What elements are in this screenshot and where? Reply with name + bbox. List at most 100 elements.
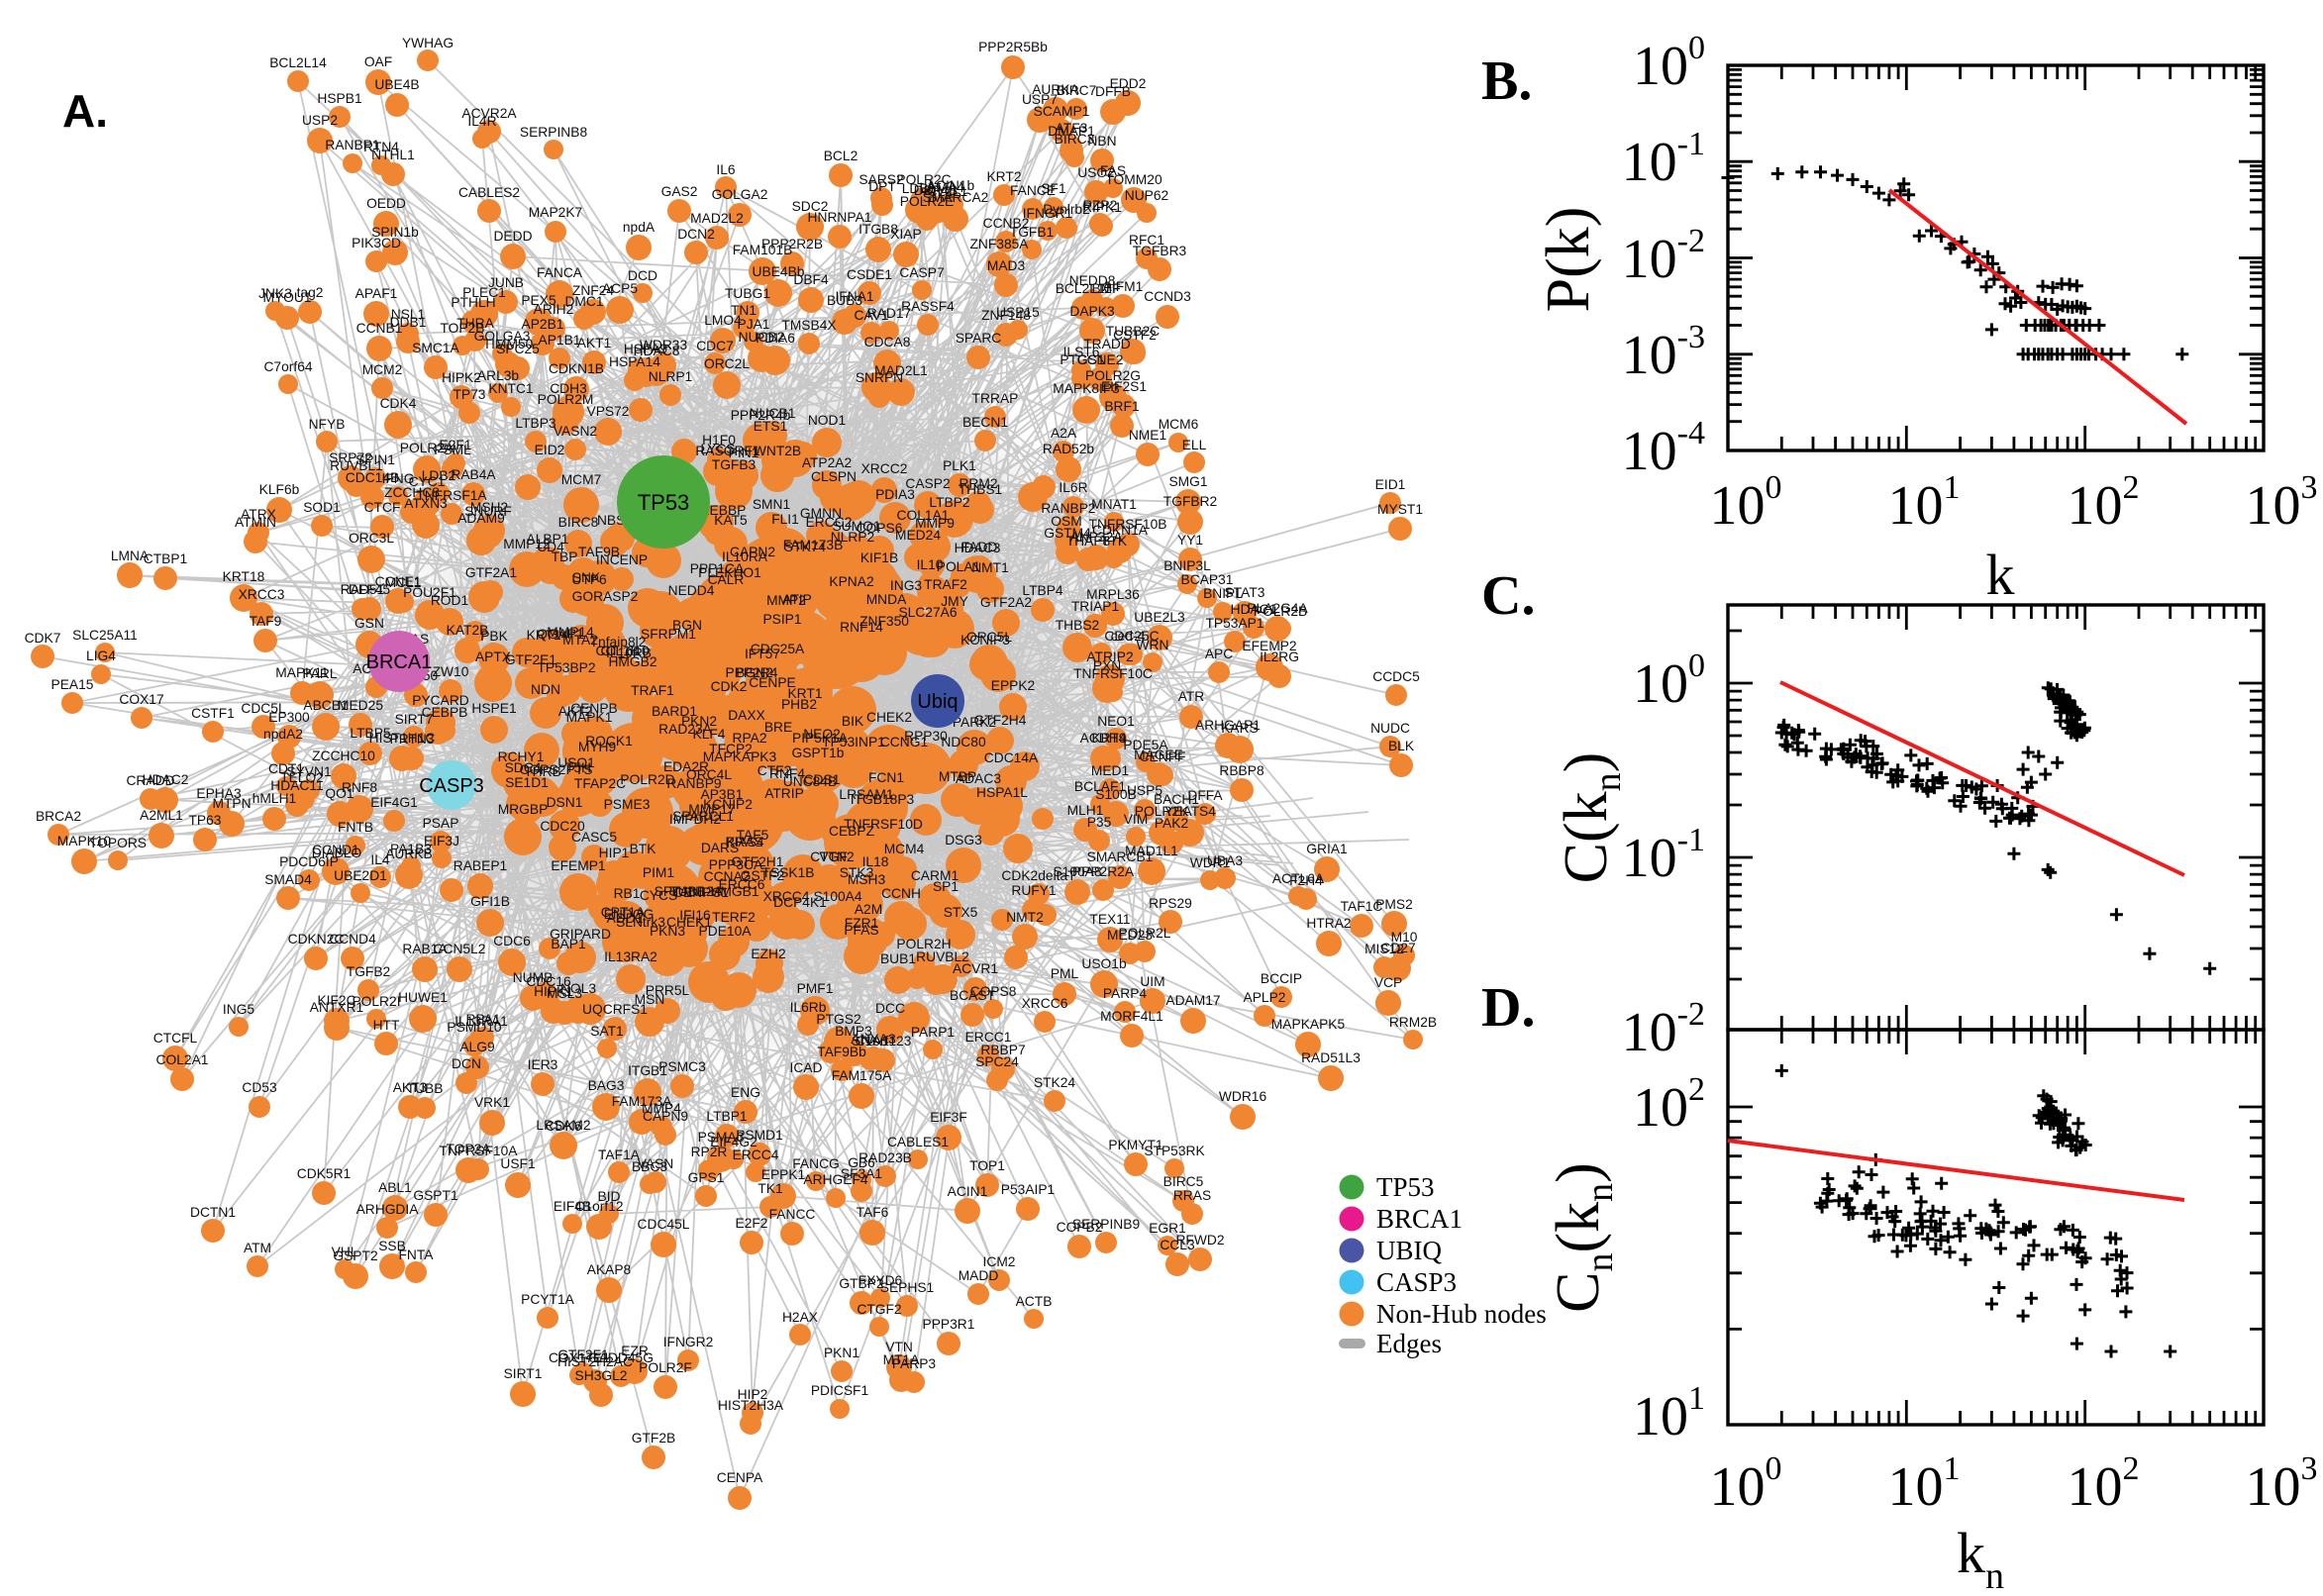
svg-text:PPP1CA: PPP1CA — [690, 561, 745, 576]
svg-text:CTCF: CTCF — [364, 500, 401, 515]
svg-text:SDC2: SDC2 — [792, 199, 829, 214]
svg-text:NTHL1: NTHL1 — [371, 148, 415, 162]
svg-text:ORC5L: ORC5L — [966, 630, 1012, 645]
svg-text:C7orf64: C7orf64 — [263, 359, 312, 374]
svg-text:TEX11: TEX11 — [1089, 912, 1130, 927]
svg-text:RCHY1: RCHY1 — [498, 749, 545, 764]
svg-text:RAD23A: RAD23A — [658, 722, 712, 737]
svg-text:CD53: CD53 — [242, 1080, 277, 1095]
svg-text:ALBP1: ALBP1 — [527, 532, 569, 547]
svg-text:AKAP8: AKAP8 — [587, 1262, 632, 1277]
svg-text:TGFBR3: TGFBR3 — [1133, 244, 1187, 258]
svg-text:10-3: 10-3 — [1622, 319, 1705, 386]
svg-text:ILST6: ILST6 — [1063, 345, 1100, 359]
svg-text:JUNB: JUNB — [488, 275, 524, 290]
svg-text:COPS2: COPS2 — [520, 762, 566, 777]
svg-text:ced-4: ced-4 — [1111, 629, 1146, 644]
svg-text:LTBP5: LTBP5 — [350, 726, 390, 741]
svg-text:PPP3CA: PPP3CA — [709, 857, 763, 872]
svg-text:THAP8: THAP8 — [1066, 534, 1111, 549]
svg-text:VTN: VTN — [885, 1340, 913, 1354]
svg-text:IL13RA2: IL13RA2 — [604, 949, 657, 964]
svg-text:A.: A. — [62, 85, 108, 137]
svg-text:PKN3: PKN3 — [650, 924, 685, 939]
svg-text:FAM175A: FAM175A — [832, 1068, 892, 1083]
svg-text:GTF2F1: GTF2F1 — [557, 1347, 608, 1362]
svg-text:BACH1: BACH1 — [1154, 792, 1199, 807]
svg-text:AURKB: AURKB — [385, 847, 433, 861]
svg-text:UBE2D1: UBE2D1 — [334, 868, 387, 883]
svg-text:SLC27A6: SLC27A6 — [898, 605, 957, 620]
svg-text:MMP14: MMP14 — [547, 625, 594, 640]
svg-text:ROD1: ROD1 — [431, 593, 468, 608]
svg-text:HDAC11: HDAC11 — [270, 778, 323, 793]
svg-text:ACP5: ACP5 — [602, 281, 638, 296]
svg-text:YEATS4: YEATS4 — [1164, 804, 1216, 819]
svg-text:DCC: DCC — [875, 1001, 905, 1016]
svg-text:EPHA3: EPHA3 — [196, 786, 242, 801]
svg-text:ENG: ENG — [731, 1085, 760, 1100]
svg-text:CCL18: CCL18 — [596, 644, 639, 658]
svg-text:PDCD6IP: PDCD6IP — [279, 854, 339, 869]
svg-text:KIF2C: KIF2C — [317, 993, 355, 1008]
svg-text:HDAC8: HDAC8 — [634, 344, 680, 358]
svg-text:GSTM4: GSTM4 — [1044, 526, 1091, 541]
svg-text:CSDE1: CSDE1 — [847, 267, 892, 282]
svg-text:BID: BID — [598, 1189, 621, 1204]
svg-text:ABCB1: ABCB1 — [303, 698, 348, 713]
svg-text:POLR2F: POLR2F — [639, 1360, 692, 1375]
svg-text:TFCP2: TFCP2 — [709, 742, 753, 756]
svg-text:BMF: BMF — [1091, 281, 1120, 296]
svg-text:TP53INP1: TP53INP1 — [822, 735, 885, 749]
svg-text:TBP: TBP — [552, 549, 578, 564]
svg-text:GTF2H4: GTF2H4 — [974, 713, 1027, 728]
svg-text:STK24: STK24 — [1034, 1075, 1076, 1090]
svg-text:PKN1: PKN1 — [824, 1346, 859, 1360]
svg-text:PSMD1: PSMD1 — [736, 1128, 783, 1143]
svg-text:HIP1: HIP1 — [599, 846, 630, 860]
svg-text:CCND4: CCND4 — [329, 932, 376, 947]
svg-text:CYCS: CYCS — [640, 888, 677, 903]
svg-text:GSTF2: GSTF2 — [741, 868, 784, 883]
svg-text:PRR5L: PRR5L — [646, 983, 690, 998]
svg-text:TFAP2C: TFAP2C — [574, 776, 626, 791]
svg-text:TUBB: TUBB — [407, 1081, 444, 1096]
svg-text:SUMO1: SUMO1 — [832, 519, 880, 534]
svg-text:IL13RA1: IL13RA1 — [454, 1014, 508, 1029]
svg-text:IMPDH2: IMPDH2 — [669, 812, 721, 827]
svg-text:CENPB: CENPB — [570, 701, 618, 716]
svg-text:DIABLO: DIABLO — [312, 846, 362, 860]
svg-text:PLEKHO1: PLEKHO1 — [698, 565, 761, 580]
svg-text:ZCCHC10: ZCCHC10 — [312, 748, 375, 763]
svg-text:BCL2: BCL2 — [824, 149, 858, 163]
svg-text:MADD: MADD — [959, 1268, 999, 1283]
svg-text:GSPT2: GSPT2 — [333, 1248, 377, 1263]
svg-text:ATP2A2: ATP2A2 — [802, 455, 852, 470]
svg-text:RNF8: RNF8 — [342, 780, 377, 795]
svg-text:TNFRSF10A: TNFRSF10A — [440, 1144, 519, 1158]
svg-text:KAT2B: KAT2B — [447, 623, 489, 638]
svg-text:RP2R: RP2R — [691, 1145, 728, 1159]
svg-text:BECN1: BECN1 — [962, 415, 1008, 430]
svg-text:HIST2H3A: HIST2H3A — [718, 1398, 784, 1413]
svg-text:npdA: npdA — [623, 220, 656, 235]
svg-text:LYCS: LYCS — [700, 442, 735, 456]
svg-text:LRSAM2: LRSAM2 — [536, 1118, 590, 1133]
svg-text:STX5: STX5 — [944, 905, 978, 920]
svg-text:TGFB2: TGFB2 — [347, 964, 390, 979]
svg-text:IFNGR1: IFNGR1 — [1023, 206, 1073, 221]
svg-text:PA1B3: PA1B3 — [390, 842, 432, 856]
svg-text:GSN: GSN — [354, 616, 384, 631]
svg-text:NBN: NBN — [1087, 134, 1116, 149]
svg-text:CDKN1A: CDKN1A — [1092, 523, 1149, 538]
svg-text:IFNA1: IFNA1 — [835, 289, 873, 304]
svg-text:MAGEE: MAGEE — [1134, 748, 1183, 762]
svg-text:BARD1: BARD1 — [652, 704, 697, 719]
svg-text:SPC24: SPC24 — [975, 1054, 1019, 1069]
svg-text:SEPHS1: SEPHS1 — [880, 1280, 934, 1295]
svg-text:PARL: PARL — [302, 666, 337, 681]
svg-text:MED23: MED23 — [1107, 928, 1153, 943]
svg-text:PBK: PBK — [480, 629, 508, 644]
svg-text:PDE10A: PDE10A — [699, 924, 753, 939]
svg-text:ORC4L: ORC4L — [686, 767, 732, 782]
